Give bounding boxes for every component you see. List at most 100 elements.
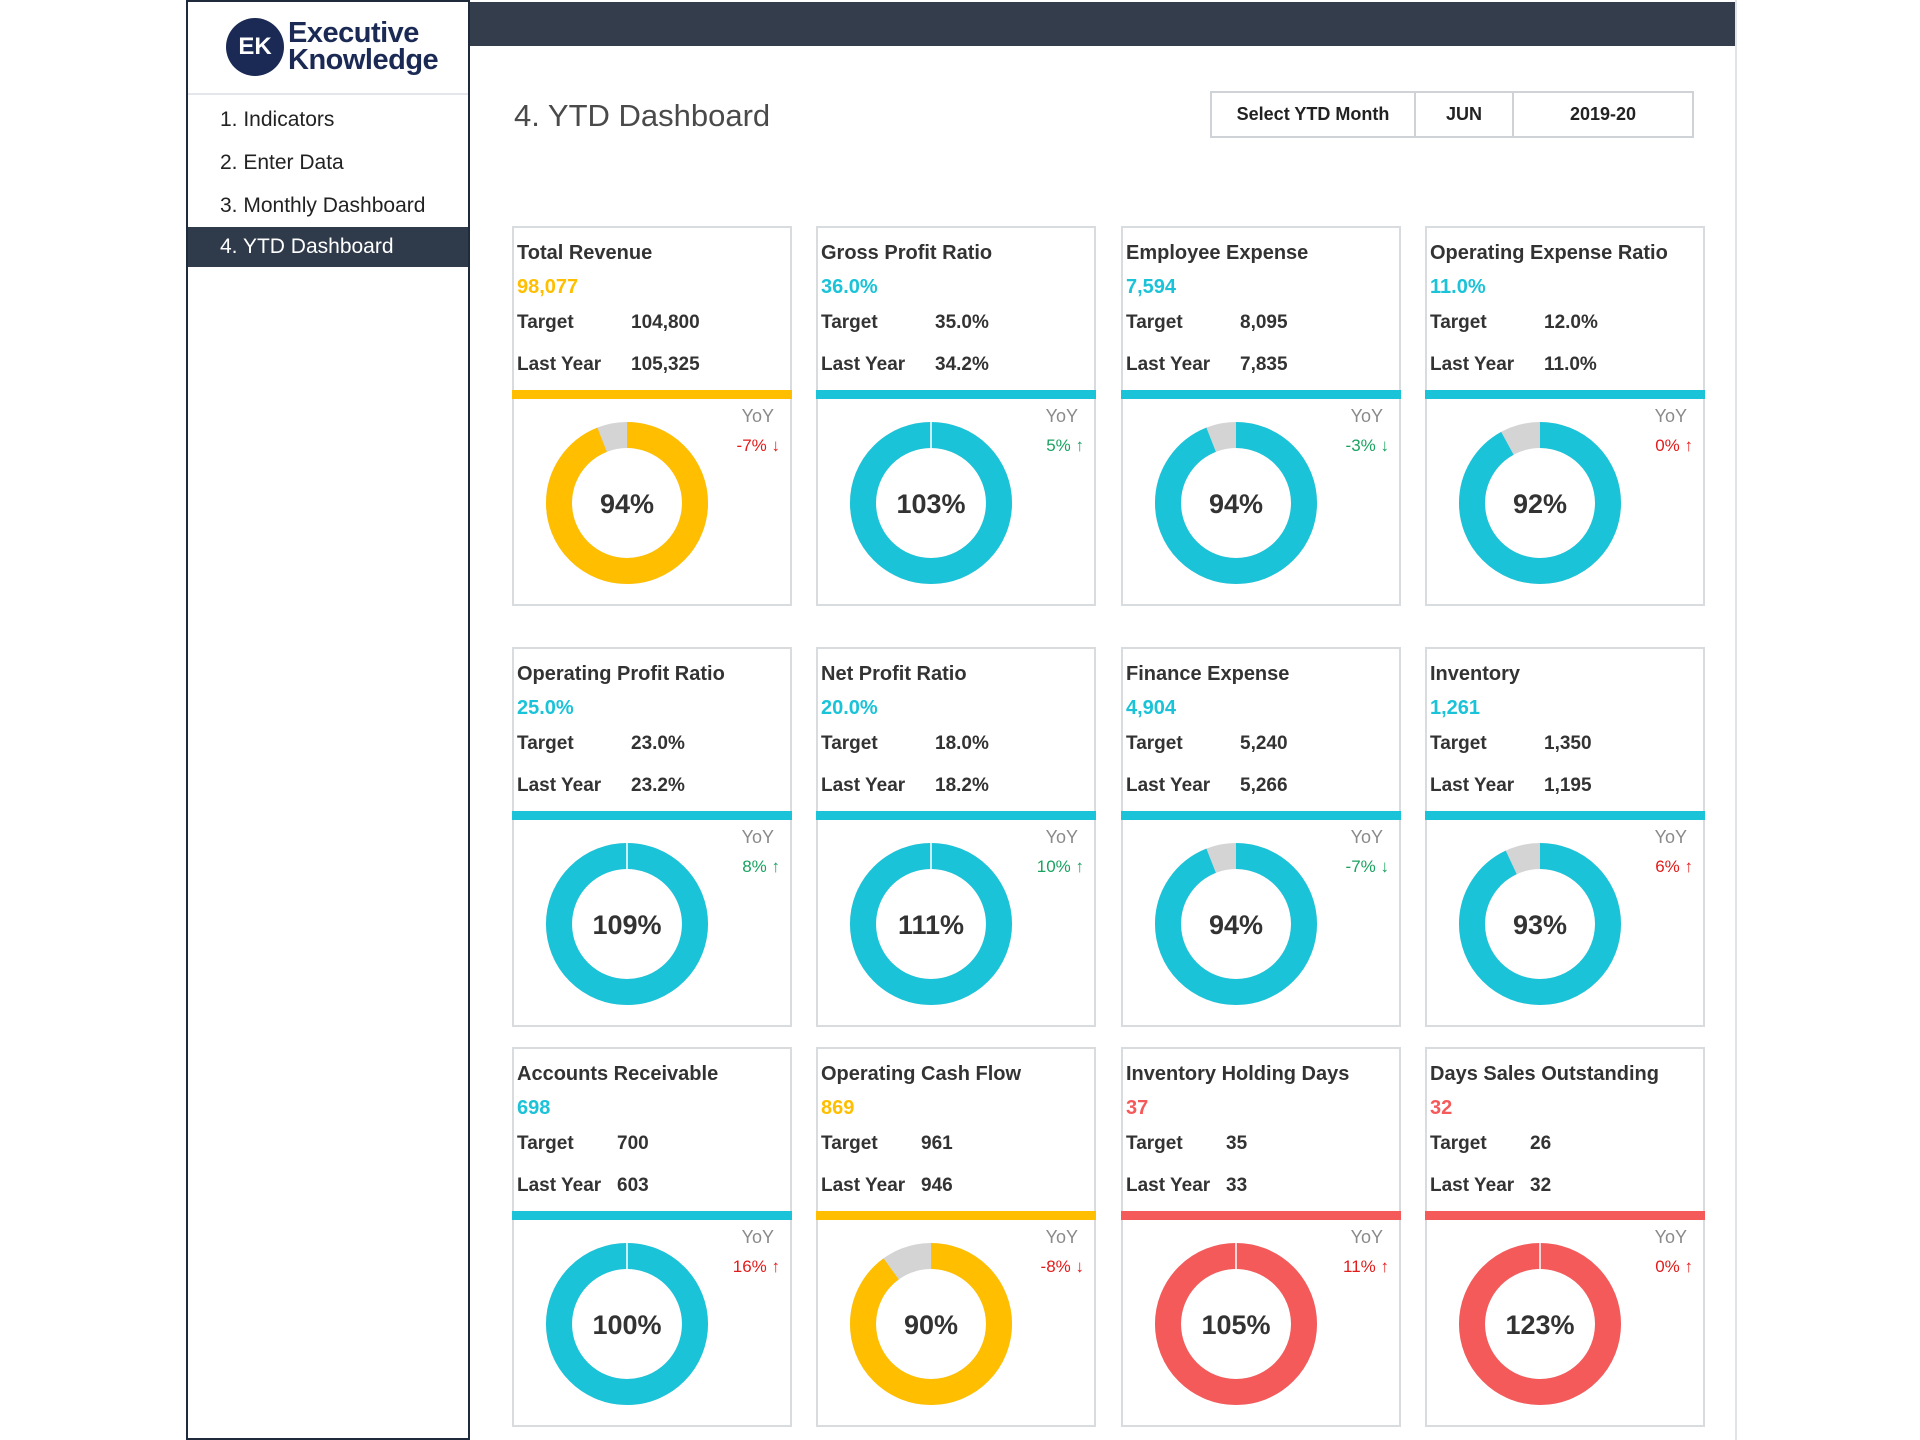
sidebar: EK Executive Knowledge 1. Indicators 2. … bbox=[186, 0, 470, 1440]
status-bar bbox=[1121, 390, 1401, 399]
last-year-row: Last Year 18.2% bbox=[821, 775, 989, 797]
kpi-card: Total Revenue 98,077 Target 104,800 Last Yea… bbox=[512, 226, 792, 606]
last-year-value: 1,195 bbox=[1544, 775, 1592, 796]
target-row: Target 26 bbox=[1430, 1133, 1551, 1155]
yoy-label: YoY bbox=[741, 1227, 774, 1247]
last-year-label: Last Year bbox=[821, 775, 906, 796]
kpi-title: Days Sales Outstanding bbox=[1430, 1063, 1659, 1085]
target-row: Target 5,240 bbox=[1126, 733, 1288, 755]
target-value: 18.0% bbox=[935, 733, 989, 754]
selector-label: Select YTD Month bbox=[1212, 93, 1416, 136]
logo-text: Executive Knowledge bbox=[288, 19, 439, 75]
last-year-value: 11.0% bbox=[1544, 354, 1597, 375]
kpi-card: Inventory Holding Days 37 Target 35 Last Yea… bbox=[1121, 1047, 1401, 1427]
target-row: Target 18.0% bbox=[821, 733, 989, 755]
donut-progress-arc bbox=[1155, 422, 1317, 584]
target-row: Target 35.0% bbox=[821, 312, 989, 334]
ytd-month-selector: Select YTD Month JUN 2019-20 bbox=[1210, 91, 1694, 138]
donut-percent-label: 92% bbox=[1513, 489, 1567, 519]
kpi-title: Inventory bbox=[1430, 663, 1521, 685]
kpi-value: 25.0% bbox=[517, 697, 574, 719]
year-select[interactable]: 2019-20 bbox=[1569, 104, 1637, 124]
progress-donut: 123% bbox=[1459, 1243, 1621, 1405]
last-year-value: 32 bbox=[1530, 1175, 1552, 1196]
yoy-change: 0% ↑ bbox=[1655, 436, 1693, 455]
yoy-label: YoY bbox=[741, 827, 774, 847]
kpi-value: 11.0% bbox=[1430, 276, 1486, 298]
kpi-title: Accounts Receivable bbox=[517, 1063, 719, 1085]
last-year-value: 34.2% bbox=[935, 354, 989, 375]
donut-percent-label: 103% bbox=[896, 489, 965, 519]
nav-item-monthly-dashboard[interactable]: 3. Monthly Dashboard bbox=[220, 194, 426, 217]
kpi-card: Days Sales Outstanding 32 Target 26 Last Yea… bbox=[1425, 1047, 1705, 1427]
yoy-change: -8% ↓ bbox=[1040, 1257, 1084, 1276]
status-bar bbox=[512, 390, 792, 399]
status-bar bbox=[816, 1211, 1096, 1220]
progress-donut: 94% bbox=[1155, 422, 1317, 584]
last-year-label: Last Year bbox=[1430, 354, 1515, 375]
yoy-label: YoY bbox=[1654, 406, 1687, 426]
month-select[interactable]: JUN bbox=[1416, 93, 1514, 136]
donut-percent-label: 105% bbox=[1201, 1310, 1270, 1340]
last-year-value: 5,266 bbox=[1240, 775, 1288, 796]
last-year-value: 105,325 bbox=[631, 354, 700, 375]
kpi-value: 698 bbox=[517, 1097, 551, 1119]
yoy-label: YoY bbox=[1045, 1227, 1078, 1247]
kpi-card: Employee Expense 7,594 Target 8,095 Last Yea… bbox=[1121, 226, 1401, 606]
last-year-row: Last Year 34.2% bbox=[821, 354, 989, 376]
target-value: 35 bbox=[1226, 1133, 1248, 1154]
donut-progress-arc bbox=[546, 422, 708, 584]
donut-percent-label: 94% bbox=[1209, 489, 1263, 519]
yoy-label: YoY bbox=[1045, 827, 1078, 847]
kpi-value: 98,077 bbox=[517, 276, 579, 298]
nav-item-enter-data[interactable]: 2. Enter Data bbox=[220, 151, 344, 174]
donut-percent-label: 111% bbox=[898, 910, 964, 940]
target-value: 1,350 bbox=[1544, 733, 1592, 754]
progress-donut: 94% bbox=[1155, 843, 1317, 1005]
donut-progress-arc bbox=[850, 1243, 1012, 1405]
target-value: 12.0% bbox=[1544, 312, 1598, 333]
target-row: Target 1,350 bbox=[1430, 733, 1592, 755]
last-year-value: 7,835 bbox=[1240, 354, 1288, 375]
kpi-value: 37 bbox=[1126, 1097, 1149, 1119]
donut-percent-label: 100% bbox=[592, 1310, 661, 1340]
status-bar bbox=[816, 390, 1096, 399]
kpi-value: 869 bbox=[821, 1097, 855, 1119]
progress-donut: 105% bbox=[1155, 1243, 1317, 1405]
last-year-row: Last Year 603 bbox=[517, 1175, 649, 1197]
kpi-card: Operating Profit Ratio 25.0% Target 23.0% La… bbox=[512, 647, 792, 1027]
yoy-change: 5% ↑ bbox=[1046, 436, 1084, 455]
last-year-row: Last Year 11.0% bbox=[1430, 354, 1597, 376]
status-bar bbox=[1121, 1211, 1401, 1220]
sidebar-divider bbox=[188, 93, 468, 95]
target-row: Target 961 bbox=[821, 1133, 953, 1155]
target-label: Target bbox=[1430, 1133, 1487, 1154]
yoy-label: YoY bbox=[1654, 827, 1687, 847]
progress-donut: 111% bbox=[850, 843, 1012, 1005]
target-label: Target bbox=[1126, 312, 1183, 333]
target-label: Target bbox=[1126, 1133, 1183, 1154]
kpi-value: 36.0% bbox=[821, 276, 878, 298]
donut-percent-label: 90% bbox=[904, 1310, 958, 1340]
nav-item-indicators[interactable]: 1. Indicators bbox=[220, 108, 335, 131]
target-row: Target 8,095 bbox=[1126, 312, 1288, 334]
donut-percent-label: 93% bbox=[1513, 910, 1567, 940]
target-label: Target bbox=[1126, 733, 1183, 754]
target-label: Target bbox=[821, 733, 878, 754]
yoy-change: 6% ↑ bbox=[1655, 857, 1693, 876]
status-bar bbox=[1121, 811, 1401, 820]
kpi-card: Inventory 1,261 Target 1,350 Last Year 1,195 Y… bbox=[1425, 647, 1705, 1027]
status-bar bbox=[1425, 811, 1705, 820]
kpi-value: 7,594 bbox=[1126, 276, 1177, 298]
target-label: Target bbox=[821, 1133, 878, 1154]
nav-item-ytd-dashboard[interactable]: 4. YTD Dashboard bbox=[188, 227, 468, 267]
progress-donut: 103% bbox=[850, 422, 1012, 584]
donut-percent-label: 123% bbox=[1505, 1310, 1574, 1340]
last-year-value: 946 bbox=[921, 1175, 953, 1196]
kpi-card: Net Profit Ratio 20.0% Target 18.0% Last Yea… bbox=[816, 647, 1096, 1027]
donut-percent-label: 94% bbox=[1209, 910, 1263, 940]
target-row: Target 104,800 bbox=[517, 312, 700, 334]
last-year-row: Last Year 105,325 bbox=[517, 354, 700, 376]
target-label: Target bbox=[517, 733, 574, 754]
target-row: Target 700 bbox=[517, 1133, 649, 1155]
